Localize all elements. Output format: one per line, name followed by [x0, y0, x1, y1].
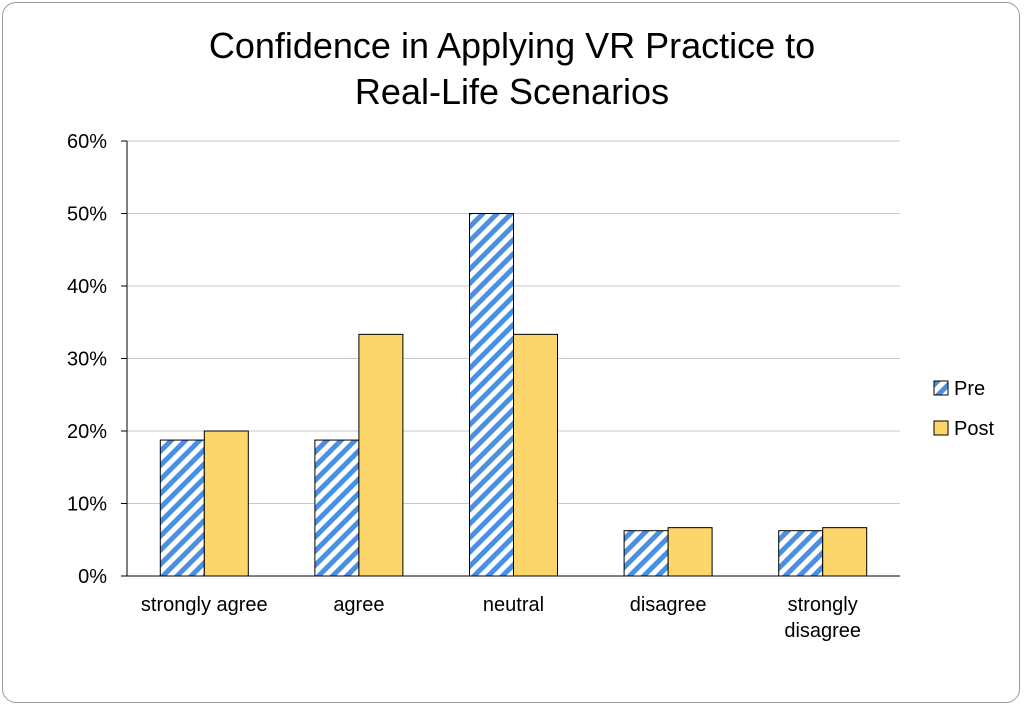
chart-title-line-2: Real-Life Scenarios: [355, 71, 669, 112]
legend-label-post: Post: [954, 418, 994, 440]
bar-pre-3: [623, 530, 669, 577]
y-tick-label: 30%: [67, 349, 107, 371]
bar-post-1: [358, 333, 404, 577]
bar-pre-0: [159, 439, 205, 577]
y-axis: 0% 10% 20% 30% 40% 50% 60%: [67, 131, 128, 588]
x-tick-label: agree: [333, 594, 384, 616]
y-tick-label: 40%: [67, 276, 107, 298]
x-tick-label: neutral: [483, 594, 544, 616]
x-tick-label: strongly agree: [141, 594, 268, 616]
legend-swatch-pre: [933, 380, 949, 396]
x-tick-label: disagree: [784, 620, 861, 642]
bar-post-4: [822, 527, 868, 577]
bar-post-2: [513, 333, 558, 577]
y-tick-label: 20%: [67, 421, 107, 443]
bar-post-3: [667, 527, 713, 577]
y-tick-label: 60%: [67, 131, 107, 153]
bars: [159, 213, 868, 577]
bar-pre-1: [314, 439, 360, 577]
chart-title-line-1: Confidence in Applying VR Practice to: [209, 25, 815, 66]
legend-label-pre: Pre: [954, 378, 985, 400]
y-tick-label: 0%: [78, 566, 107, 588]
x-tick-label: disagree: [630, 594, 707, 616]
bar-post-0: [203, 430, 249, 577]
bar-pre-2: [469, 213, 514, 577]
y-tick-label: 10%: [67, 494, 107, 516]
x-tick-label: strongly: [788, 594, 858, 616]
legend: Pre Post: [933, 378, 994, 440]
y-tick-label: 50%: [67, 204, 107, 226]
legend-swatch-post: [933, 420, 949, 436]
x-axis: strongly agree agree neutral disagree strong…: [127, 575, 900, 642]
bar-pre-4: [778, 530, 824, 577]
